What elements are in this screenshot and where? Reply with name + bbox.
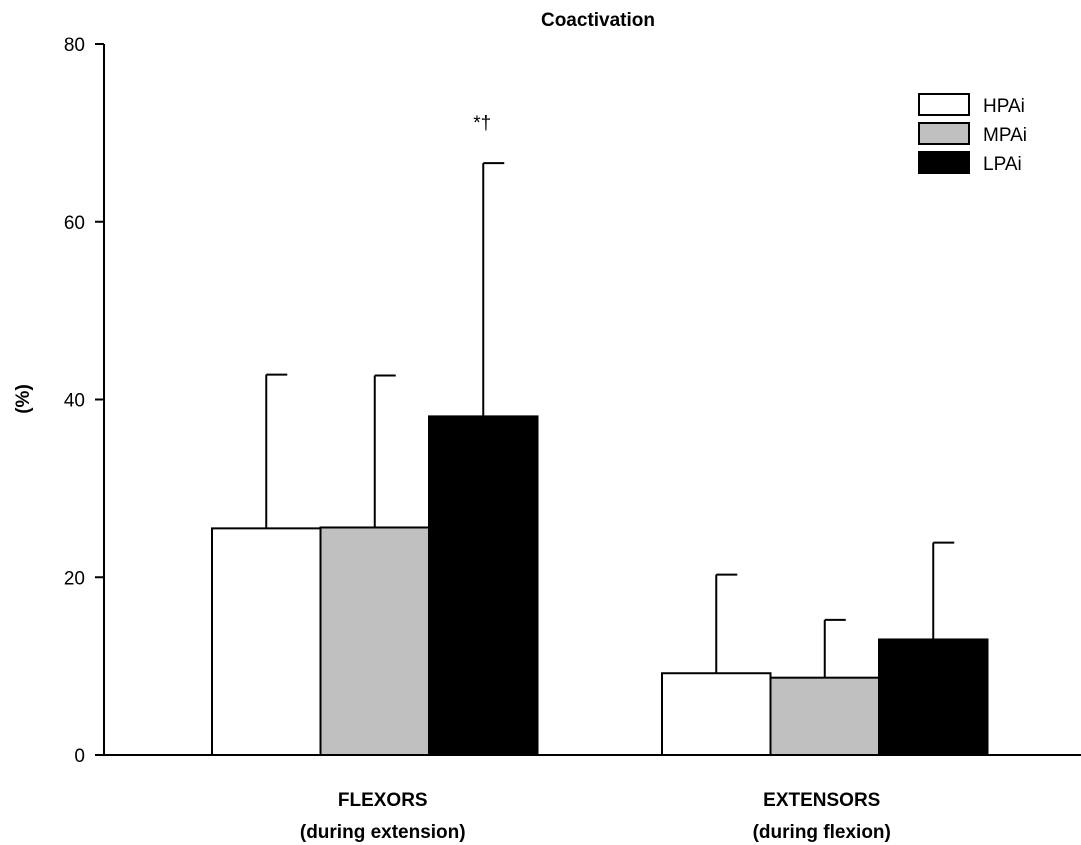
bar (319, 526, 430, 756)
significance-marker: *† (473, 113, 491, 134)
y-tick-label: 0 (74, 746, 85, 767)
y-tick-label: 20 (64, 568, 85, 589)
legend-swatch (918, 122, 970, 145)
y-tick-label: 40 (64, 391, 85, 412)
bar (428, 415, 539, 756)
legend-swatch (918, 151, 970, 174)
error-bars (265, 162, 955, 678)
y-tick-label: 80 (64, 35, 85, 56)
y-tick-label: 60 (64, 213, 85, 234)
legend: HPAi MPAi LPAi (918, 93, 1027, 175)
bar (661, 672, 772, 756)
y-axis-label: (%) (13, 384, 34, 414)
y-axis-ticks: 0 20 40 60 80 (64, 35, 104, 767)
annotations: *† (473, 113, 491, 134)
legend-swatch (918, 93, 970, 116)
bar (769, 676, 880, 757)
bars (211, 415, 989, 757)
bar (878, 638, 989, 757)
legend-label: HPAi (983, 96, 1025, 117)
chart-title: Coactivation (541, 10, 655, 31)
legend-label: MPAi (983, 125, 1027, 146)
legend-label: LPAi (983, 154, 1022, 175)
category-label-line2: (during flexion) (753, 822, 891, 843)
category-label-line1: EXTENSORS (763, 790, 880, 811)
category-label-line1: FLEXORS (338, 790, 428, 811)
category-labels: FLEXORS (during extension) EXTENSORS (durin… (300, 790, 891, 843)
bar (211, 527, 322, 757)
category-label-line2: (during extension) (300, 822, 466, 843)
